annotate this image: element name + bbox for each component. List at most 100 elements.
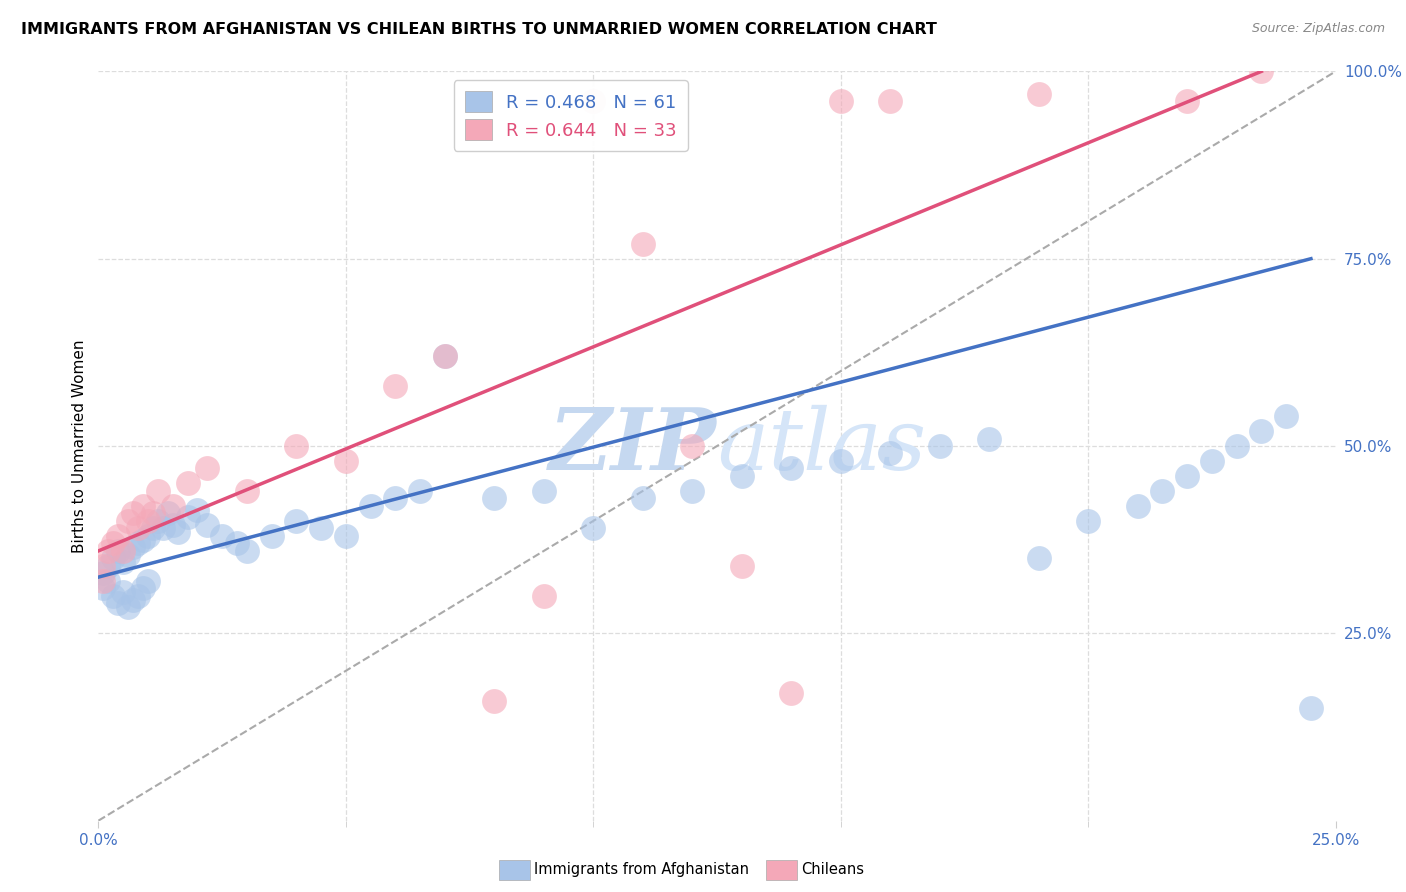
Legend: R = 0.468   N = 61, R = 0.644   N = 33: R = 0.468 N = 61, R = 0.644 N = 33: [454, 80, 688, 151]
Point: [285, 439, 308, 453]
Point: [103, 589, 125, 603]
Point: [166, 525, 188, 540]
Point: [681, 439, 703, 453]
Point: [136, 529, 159, 543]
Point: [132, 533, 155, 547]
Point: [93, 566, 115, 581]
Point: [132, 499, 155, 513]
Point: [136, 574, 159, 588]
Point: [928, 439, 950, 453]
Point: [1175, 95, 1198, 109]
Point: [127, 589, 149, 603]
Point: [162, 499, 184, 513]
Point: [582, 95, 605, 109]
Point: [533, 589, 555, 603]
Point: [107, 544, 129, 558]
Point: [1077, 514, 1099, 528]
Y-axis label: Births to Unmarried Women: Births to Unmarried Women: [72, 339, 87, 553]
Point: [107, 596, 129, 610]
Point: [97, 544, 120, 558]
Text: atlas: atlas: [717, 405, 927, 487]
Point: [830, 454, 852, 468]
Point: [1299, 701, 1322, 715]
Text: Immigrants from Afghanistan: Immigrants from Afghanistan: [534, 863, 749, 877]
Point: [681, 483, 703, 498]
Point: [484, 491, 506, 506]
Point: [117, 514, 139, 528]
Text: IMMIGRANTS FROM AFGHANISTAN VS CHILEAN BIRTHS TO UNMARRIED WOMEN CORRELATION CHA: IMMIGRANTS FROM AFGHANISTAN VS CHILEAN B…: [21, 22, 936, 37]
Point: [1028, 551, 1050, 566]
Point: [142, 521, 165, 535]
Point: [146, 483, 169, 498]
Point: [1250, 424, 1272, 438]
Point: [433, 349, 456, 363]
Point: [1250, 64, 1272, 78]
Point: [1028, 87, 1050, 101]
Point: [112, 555, 135, 569]
Point: [93, 558, 115, 573]
Point: [1226, 439, 1249, 453]
Point: [1275, 409, 1298, 423]
Point: [335, 454, 357, 468]
Point: [162, 517, 184, 532]
Point: [1126, 499, 1149, 513]
Point: [117, 600, 139, 615]
Point: [122, 592, 145, 607]
Point: [1175, 469, 1198, 483]
Point: [979, 432, 1001, 446]
Text: ZIP: ZIP: [550, 404, 717, 488]
Point: [780, 461, 803, 475]
Point: [132, 582, 155, 596]
Point: [122, 507, 145, 521]
Point: [186, 502, 208, 516]
Text: Source: ZipAtlas.com: Source: ZipAtlas.com: [1251, 22, 1385, 36]
Point: [156, 507, 179, 521]
Point: [195, 517, 218, 532]
Point: [409, 483, 432, 498]
Point: [152, 521, 174, 535]
Point: [97, 574, 120, 588]
Point: [830, 95, 852, 109]
Point: [879, 446, 901, 460]
Point: [360, 499, 382, 513]
Text: Chileans: Chileans: [801, 863, 865, 877]
Point: [533, 483, 555, 498]
Point: [127, 521, 149, 535]
Point: [112, 585, 135, 599]
Point: [176, 476, 198, 491]
Point: [97, 558, 120, 573]
Point: [879, 95, 901, 109]
Point: [93, 574, 115, 588]
Point: [309, 521, 332, 535]
Point: [1201, 454, 1223, 468]
Point: [146, 514, 169, 528]
Point: [384, 491, 406, 506]
Point: [384, 379, 406, 393]
Point: [335, 529, 357, 543]
Point: [117, 548, 139, 562]
Point: [112, 544, 135, 558]
Point: [122, 540, 145, 554]
Point: [211, 529, 233, 543]
Point: [433, 349, 456, 363]
Point: [195, 461, 218, 475]
Point: [1152, 483, 1174, 498]
Point: [236, 544, 259, 558]
Point: [731, 558, 754, 573]
Point: [780, 686, 803, 700]
Point: [142, 507, 165, 521]
Point: [631, 236, 654, 251]
Point: [93, 582, 115, 596]
Point: [127, 536, 149, 550]
Point: [226, 536, 249, 550]
Point: [631, 491, 654, 506]
Point: [103, 551, 125, 566]
Point: [484, 694, 506, 708]
Point: [285, 514, 308, 528]
Point: [236, 483, 259, 498]
Point: [107, 529, 129, 543]
Point: [582, 521, 605, 535]
Point: [103, 536, 125, 550]
Point: [176, 510, 198, 524]
Point: [136, 514, 159, 528]
